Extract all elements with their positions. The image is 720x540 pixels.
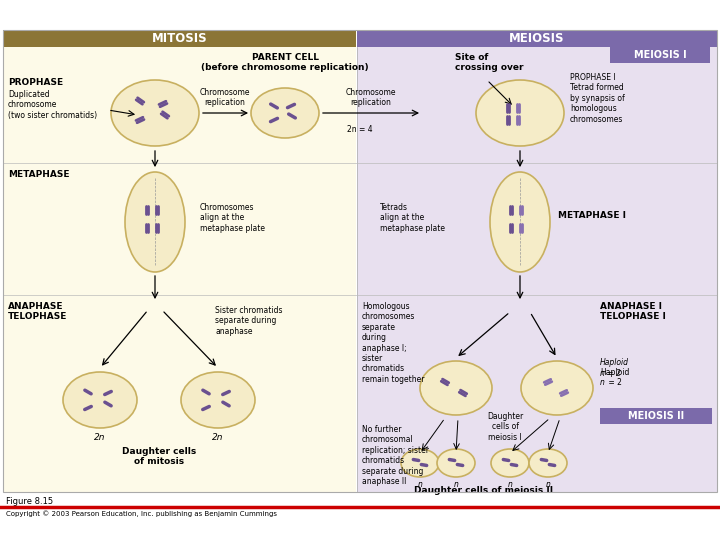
Ellipse shape bbox=[63, 372, 137, 428]
Ellipse shape bbox=[490, 172, 550, 272]
Text: Chromosome
replication: Chromosome replication bbox=[199, 87, 251, 107]
Bar bbox=[3, 30, 356, 47]
Text: Copyright © 2003 Pearson Education, Inc. publishing as Benjamin Cummings: Copyright © 2003 Pearson Education, Inc.… bbox=[6, 510, 277, 517]
Text: PROPHASE I
Tetrad formed
by synapsis of
homologous
chromosomes: PROPHASE I Tetrad formed by synapsis of … bbox=[570, 73, 625, 124]
Text: ANAPHASE I
TELOPHASE I: ANAPHASE I TELOPHASE I bbox=[600, 302, 666, 321]
Text: n: n bbox=[600, 378, 605, 387]
Text: ANAPHASE
TELOPHASE: ANAPHASE TELOPHASE bbox=[8, 302, 68, 321]
Ellipse shape bbox=[401, 449, 439, 477]
Text: METAPHASE: METAPHASE bbox=[8, 170, 70, 179]
Ellipse shape bbox=[529, 449, 567, 477]
Text: Tetrads
align at the
metaphase plate: Tetrads align at the metaphase plate bbox=[380, 203, 445, 233]
Text: METAPHASE I: METAPHASE I bbox=[558, 211, 626, 219]
Text: n: n bbox=[418, 480, 423, 489]
Text: Sister chromatids
separate during
anaphase: Sister chromatids separate during anapha… bbox=[215, 306, 282, 336]
Bar bbox=[357, 30, 717, 47]
Text: = 2: = 2 bbox=[606, 378, 622, 387]
Ellipse shape bbox=[125, 172, 185, 272]
Text: Haploid: Haploid bbox=[600, 368, 629, 377]
Text: MEIOSIS: MEIOSIS bbox=[509, 32, 564, 45]
Ellipse shape bbox=[437, 449, 475, 477]
Text: Daughter
cells of
meiosis I: Daughter cells of meiosis I bbox=[487, 412, 523, 442]
Bar bbox=[3, 30, 717, 492]
Ellipse shape bbox=[420, 361, 492, 415]
Ellipse shape bbox=[251, 88, 319, 138]
Text: No further
chromosomal
replication; sister
chromatids
separate during
anaphase I: No further chromosomal replication; sist… bbox=[362, 425, 429, 486]
Text: MEIOSIS I: MEIOSIS I bbox=[634, 50, 686, 60]
Text: Site of
crossing over: Site of crossing over bbox=[455, 53, 523, 72]
Bar bbox=[610, 47, 710, 63]
Text: Chromosomes
align at the
metaphase plate: Chromosomes align at the metaphase plate bbox=[200, 203, 265, 233]
Ellipse shape bbox=[521, 361, 593, 415]
Text: 2n = 4: 2n = 4 bbox=[347, 125, 373, 134]
Text: n: n bbox=[508, 480, 513, 489]
Text: Figure 8.15: Figure 8.15 bbox=[6, 497, 53, 506]
Text: MITOSIS: MITOSIS bbox=[152, 32, 208, 45]
Text: Chromosome
replication: Chromosome replication bbox=[346, 87, 396, 107]
Ellipse shape bbox=[181, 372, 255, 428]
Text: Daughter cells
of mitosis: Daughter cells of mitosis bbox=[122, 447, 196, 467]
Text: PROPHASE: PROPHASE bbox=[8, 78, 63, 87]
Text: MEIOSIS II: MEIOSIS II bbox=[628, 411, 684, 421]
Bar bbox=[357, 30, 717, 492]
Text: n: n bbox=[546, 480, 550, 489]
Text: PARENT CELL
(before chromosome replication): PARENT CELL (before chromosome replicati… bbox=[201, 53, 369, 72]
Text: Haploid
n = 2: Haploid n = 2 bbox=[600, 359, 629, 377]
Bar bbox=[3, 30, 356, 492]
Text: n: n bbox=[454, 480, 459, 489]
Text: Duplicated
chromosome
(two sister chromatids): Duplicated chromosome (two sister chroma… bbox=[8, 90, 97, 120]
Text: Daughter cells of meiosis II: Daughter cells of meiosis II bbox=[415, 486, 554, 495]
Ellipse shape bbox=[476, 80, 564, 146]
Text: 2n: 2n bbox=[212, 433, 224, 442]
Ellipse shape bbox=[111, 80, 199, 146]
Bar bbox=[600, 408, 712, 424]
Text: 2n: 2n bbox=[94, 433, 106, 442]
Text: Homologous
chromosomes
separate
during
anaphase I;
sister
chromatids
remain toge: Homologous chromosomes separate during a… bbox=[362, 302, 425, 384]
Ellipse shape bbox=[491, 449, 529, 477]
